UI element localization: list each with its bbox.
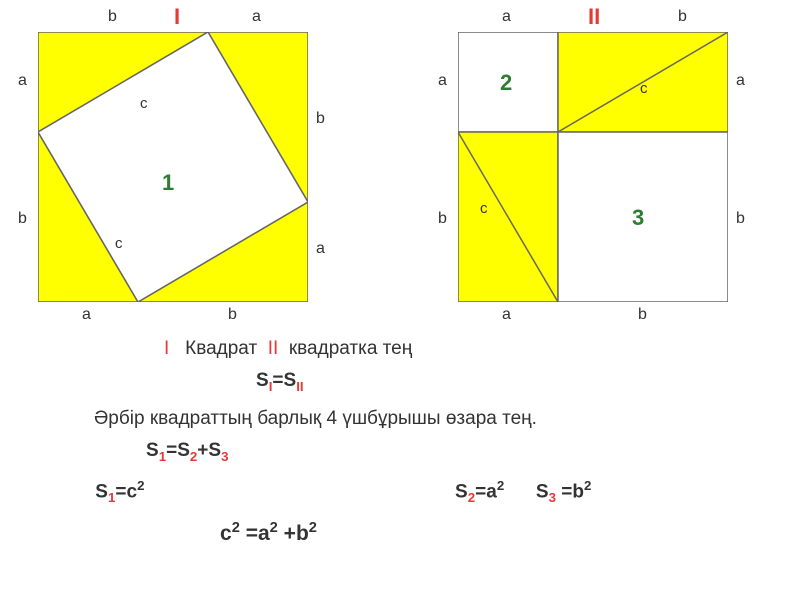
sq2-left-b: b [438, 210, 447, 228]
sq1-right-b: b [316, 110, 325, 128]
line-1: I Квадрат II квадратка тең [0, 338, 800, 360]
sq2-right-b: b [736, 210, 745, 228]
sq2-top-a: a [502, 8, 511, 26]
sq2-num2: 2 [500, 70, 512, 96]
square-1 [38, 32, 308, 302]
sq1-bottom-a: a [82, 306, 91, 324]
square-2 [458, 32, 728, 302]
sq2-top-b: b [678, 8, 687, 26]
sq2-bottom-b: b [638, 306, 647, 324]
eq-pythag: c2 =a2 +b2 [0, 520, 800, 546]
sq1-c1: c [140, 95, 148, 112]
roman-1: I [174, 4, 180, 30]
sq1-top-a: a [252, 8, 261, 26]
sq2-bottom-a: a [502, 306, 511, 324]
sq1-right-a: a [316, 240, 325, 258]
roman-2: II [588, 4, 600, 30]
sq2-left-a: a [438, 72, 447, 90]
sq1-left-b: b [18, 210, 27, 228]
sq1-bottom-b: b [228, 306, 237, 324]
sq1-left-a: a [18, 72, 27, 90]
sq2-c1: c [640, 80, 648, 97]
sq1-num1: 1 [162, 170, 174, 196]
sq2-right-a: a [736, 72, 745, 90]
sq2-c2: c [480, 200, 488, 217]
eq-s1s2s3: S1=S2+S3 [0, 440, 800, 464]
eq-row: S1=c2 S2=a2 S3 =b2 [0, 478, 800, 505]
sq2-num3: 3 [632, 205, 644, 231]
sq1-c2: c [115, 235, 123, 252]
eq-SI-SII: SI=SII [0, 370, 800, 394]
line-2: Әрбір квадраттың барлық 4 үшбұрышы өзара… [0, 408, 800, 430]
sq1-top-b: b [108, 8, 117, 26]
